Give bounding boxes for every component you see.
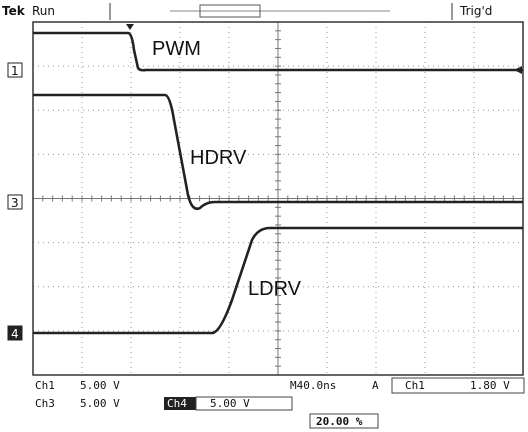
trigger-level-marker — [514, 66, 522, 74]
graticule — [32, 21, 524, 376]
trace-label: HDRV — [190, 147, 247, 169]
trigger-box — [391, 377, 525, 394]
graticule-border — [32, 21, 524, 376]
trigger-position-marker — [126, 24, 134, 30]
trigger-source: Ch1 — [405, 379, 425, 392]
trigger-level: 1.80 V — [470, 379, 510, 392]
trigger-position: 20.00 % — [316, 415, 363, 428]
channel-marker — [7, 325, 23, 341]
hdrv-trace — [33, 93, 523, 210]
ch4-scale-box — [195, 396, 293, 411]
ch1-name: Ch1 — [35, 379, 55, 392]
ldrv-trace — [33, 226, 523, 335]
channel-marker-text: 3 — [11, 196, 19, 210]
pwm-trace — [33, 31, 523, 72]
trace-label: LDRV — [248, 278, 302, 300]
ch4-scale: 5.00 V — [210, 397, 250, 410]
ch4-name: Ch4 — [167, 397, 187, 410]
record-window — [199, 4, 261, 18]
channel-marker-text: 4 — [11, 327, 19, 341]
channel-marker — [7, 194, 23, 210]
trigger-mode: A — [372, 379, 379, 392]
ch1-scale: 5.00 V — [80, 379, 120, 392]
trace-label: PWM — [152, 38, 201, 60]
ch3-scale: 5.00 V — [80, 397, 120, 410]
trigger-status: Trig'd — [459, 4, 492, 18]
timebase: M40.0ns — [290, 379, 336, 392]
ch3-name: Ch3 — [35, 397, 55, 410]
channel-marker — [7, 62, 23, 78]
run-status: Run — [32, 4, 55, 18]
channel-marker-text: 1 — [11, 64, 19, 78]
ch4-box — [164, 397, 196, 410]
brand: Tek — [2, 4, 26, 18]
position-box — [309, 413, 379, 429]
